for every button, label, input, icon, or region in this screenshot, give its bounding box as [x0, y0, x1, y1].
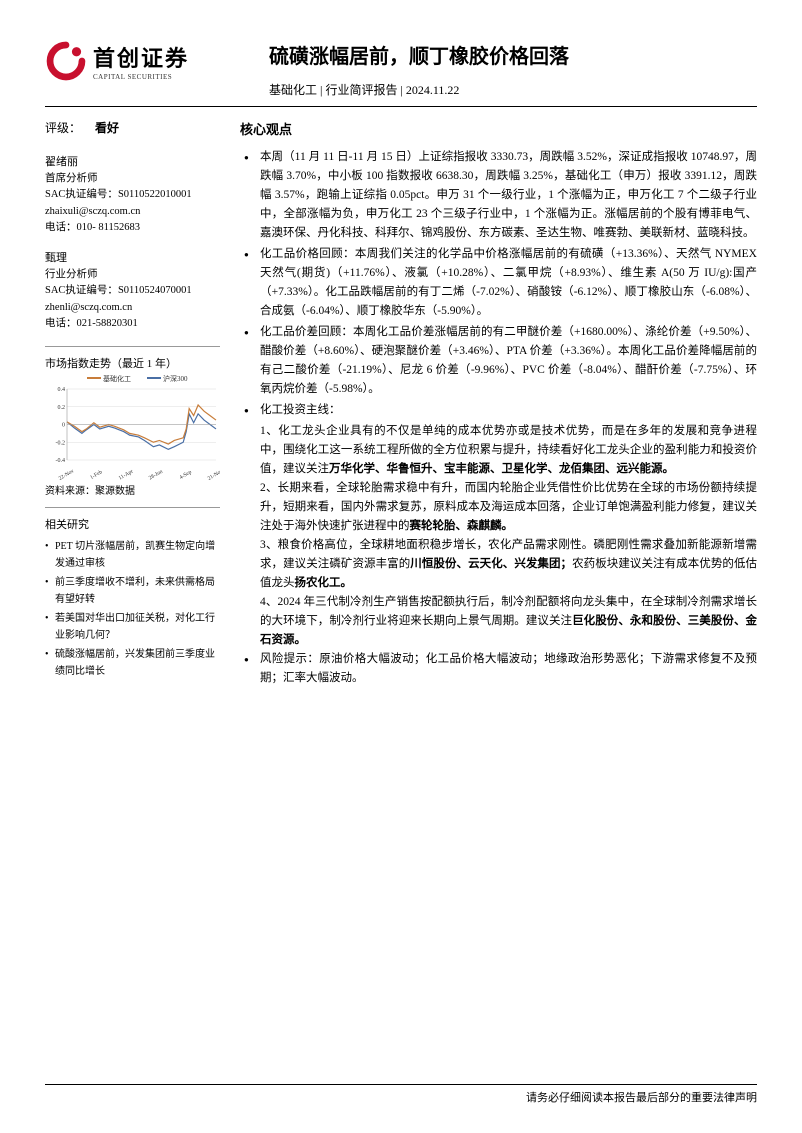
- related-item: PET 切片涨幅居前，凯赛生物定向增发通过审核: [45, 538, 220, 572]
- report-title: 硫磺涨幅居前，顺丁橡胶价格回落: [269, 40, 757, 69]
- related-list: PET 切片涨幅居前，凯赛生物定向增发通过审核 前三季度增收不增利，未来供需格局…: [45, 538, 220, 680]
- sidebar-divider: [45, 346, 220, 347]
- analyst-1: 翟绪丽 首席分析师 SAC执证编号：S0110522010001 zhaixul…: [45, 154, 220, 236]
- investment-lines: 1、化工龙头企业具有的不仅是单纯的成本优势亦或是技术优势，而是在多年的发展和竞争…: [240, 422, 757, 650]
- svg-text:0: 0: [62, 423, 65, 429]
- footer-disclaimer: 请务必仔细阅读本报告最后部分的重要法律声明: [45, 1084, 757, 1105]
- svg-text:0.2: 0.2: [58, 405, 66, 411]
- logo-name-cn: 首创证券: [93, 41, 189, 73]
- main-content: 核心观点 本周（11 月 11 日-11 月 15 日）上证综指报收 3330.…: [240, 119, 757, 690]
- svg-text:-0.2: -0.2: [56, 440, 66, 446]
- svg-text:28-Jun: 28-Jun: [148, 469, 164, 480]
- chart-source: 资料来源：聚源数据: [45, 482, 220, 497]
- svg-text:21-Nov: 21-Nov: [207, 468, 220, 480]
- svg-text:22-Nov: 22-Nov: [58, 468, 76, 480]
- stock-recs: 万华化学、华鲁恒升、宝丰能源、卫星化学、龙佰集团、远兴能源。: [329, 463, 674, 475]
- chart-title: 市场指数走势（最近 1 年）: [45, 355, 220, 371]
- stock-recs: 川恒股份、云天化、兴发集团；: [410, 558, 572, 570]
- logo-name-en: CAPITAL SECURITIES: [93, 73, 189, 81]
- divider: [45, 106, 757, 107]
- stock-recs: 扬农化工。: [295, 577, 353, 589]
- logo-icon: [45, 40, 87, 82]
- logo: 首创证券 CAPITAL SECURITIES: [45, 40, 189, 82]
- rating-value: 看好: [95, 119, 119, 136]
- index-chart: 基础化工 沪深300 0.4 0.2 0 -0.2 -0.4 22-Nov 1-Feb 11-Ap…: [45, 375, 220, 480]
- stock-recs: 赛轮轮胎、森麒麟。: [410, 520, 514, 532]
- svg-text:1-Feb: 1-Feb: [89, 469, 103, 480]
- related-item: 前三季度增收不增利，未来供需格局有望好转: [45, 574, 220, 608]
- header: 首创证券 CAPITAL SECURITIES 硫磺涨幅居前，顺丁橡胶价格回落 …: [45, 40, 757, 98]
- core-point: 化工投资主线：: [240, 401, 757, 420]
- core-point: 本周（11 月 11 日-11 月 15 日）上证综指报收 3330.73，周跌…: [240, 148, 757, 243]
- rating: 评级： 看好: [45, 119, 220, 136]
- svg-text:4-Sep: 4-Sep: [179, 469, 193, 480]
- svg-text:沪深300: 沪深300: [163, 375, 188, 383]
- svg-text:0.4: 0.4: [58, 387, 66, 393]
- related-title: 相关研究: [45, 516, 220, 532]
- svg-text:-0.4: -0.4: [56, 458, 66, 464]
- core-point: 化工品价格回顾：本周我们关注的化学品中价格涨幅居前的有硫磺（+13.36%）、天…: [240, 245, 757, 321]
- related-item: 硫酸涨幅居前，兴发集团前三季度业绩同比增长: [45, 646, 220, 680]
- core-heading: 核心观点: [240, 119, 757, 140]
- report-subtitle: 基础化工 | 行业简评报告 | 2024.11.22: [269, 81, 757, 98]
- core-point: 化工品价差回顾：本周化工品价差涨幅居前的有二甲醚价差（+1680.00%）、涤纶…: [240, 323, 757, 399]
- risk-note: 风险提示：原油价格大幅波动；化工品价格大幅波动；地缘政治形势恶化；下游需求修复不…: [240, 650, 757, 688]
- analyst-2: 甄理 行业分析师 SAC执证编号：S0110524070001 zhenli@s…: [45, 250, 220, 332]
- rating-label: 评级：: [45, 119, 81, 136]
- sidebar: 评级： 看好 翟绪丽 首席分析师 SAC执证编号：S0110522010001 …: [45, 119, 220, 690]
- svg-text:11-Apr: 11-Apr: [118, 469, 135, 480]
- sidebar-divider: [45, 507, 220, 508]
- svg-text:基础化工: 基础化工: [103, 375, 131, 383]
- related-item: 若美国对华出口加征关税，对化工行业影响几何？: [45, 610, 220, 644]
